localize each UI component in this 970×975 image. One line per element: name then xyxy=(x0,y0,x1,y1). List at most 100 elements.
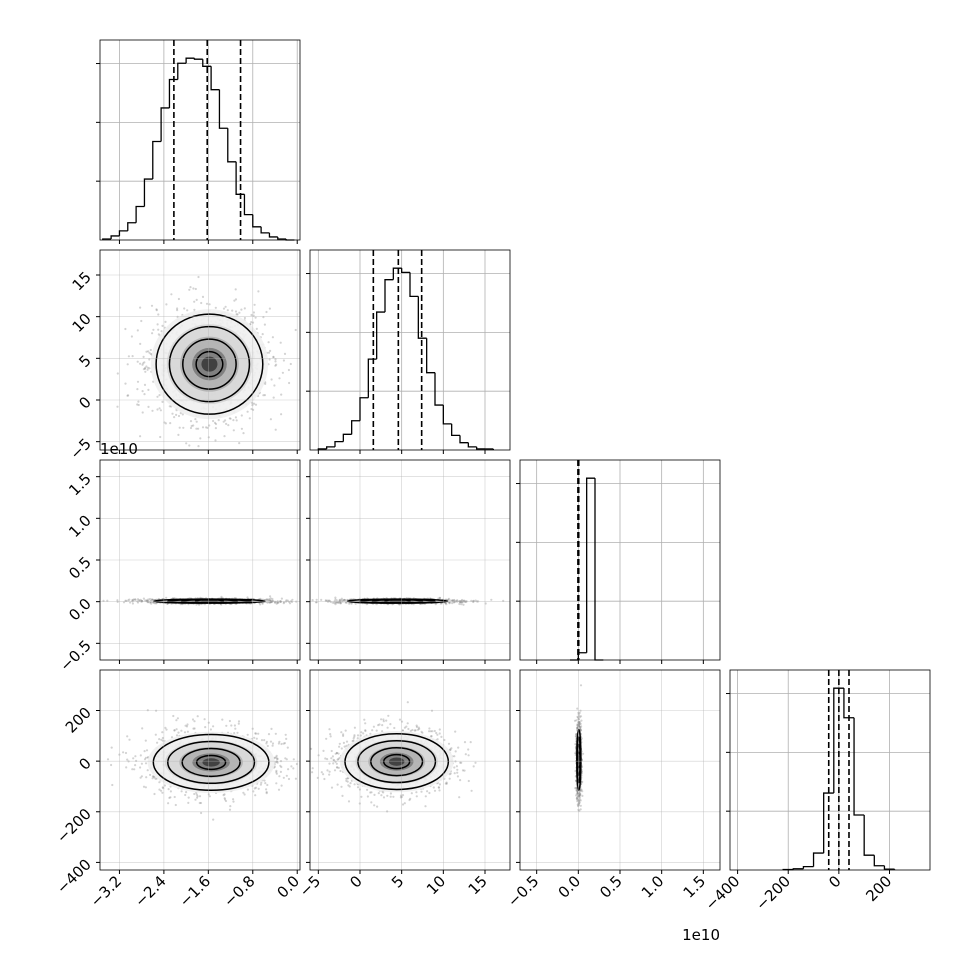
sample-point xyxy=(161,736,164,740)
sample-point xyxy=(147,350,150,353)
sample-point xyxy=(240,414,243,417)
sample-point xyxy=(144,599,147,602)
sample-point xyxy=(458,600,461,603)
sample-point xyxy=(116,405,119,408)
sample-point xyxy=(447,597,451,600)
sample-point xyxy=(270,378,273,381)
sample-point xyxy=(147,405,150,408)
sample-point xyxy=(197,427,200,430)
sample-point xyxy=(144,786,147,789)
sample-point xyxy=(461,598,464,602)
sample-point xyxy=(177,433,180,436)
sample-point xyxy=(160,789,163,792)
sample-point xyxy=(136,360,139,363)
sample-point xyxy=(234,298,238,301)
sample-point xyxy=(106,599,109,602)
sample-point xyxy=(328,599,331,602)
sample-point xyxy=(340,597,343,600)
sample-point xyxy=(444,602,447,605)
sample-point xyxy=(124,599,127,602)
sample-point xyxy=(250,407,253,411)
sample-point xyxy=(233,732,236,735)
sample-point xyxy=(127,394,130,397)
sample-point xyxy=(194,798,197,801)
sample-point xyxy=(243,316,246,320)
sample-point xyxy=(179,412,182,415)
sample-point xyxy=(348,602,351,605)
sample-point xyxy=(165,303,168,306)
sample-point xyxy=(445,603,448,606)
sample-point xyxy=(173,416,176,419)
sample-point xyxy=(273,384,276,387)
sample-point xyxy=(172,714,175,718)
sample-point xyxy=(226,309,229,312)
sample-point xyxy=(265,788,268,791)
sample-point xyxy=(253,787,256,790)
sample-point xyxy=(225,422,228,425)
sample-point xyxy=(250,321,253,324)
contour-line xyxy=(168,325,251,403)
sample-point xyxy=(225,724,228,727)
sample-point xyxy=(146,366,150,369)
sample-point xyxy=(174,803,177,807)
sample-point xyxy=(257,732,260,735)
sample-point xyxy=(248,417,251,420)
sample-point xyxy=(144,370,147,373)
sample-point xyxy=(276,761,279,764)
sample-point xyxy=(235,419,238,422)
sample-point xyxy=(134,598,137,601)
sample-point xyxy=(267,341,270,344)
sample-point xyxy=(263,779,266,782)
sample-point xyxy=(200,301,203,305)
sample-point xyxy=(280,597,283,600)
sample-point xyxy=(339,602,342,605)
sample-point xyxy=(184,724,187,727)
sample-point xyxy=(264,782,267,785)
sample-point xyxy=(354,602,357,605)
sample-point xyxy=(194,287,197,291)
sample-point xyxy=(282,776,285,779)
sample-point xyxy=(285,599,288,602)
sample-point xyxy=(251,404,254,407)
sample-point xyxy=(192,424,195,427)
contour-line xyxy=(195,350,224,378)
sample-point xyxy=(229,417,232,420)
sample-point xyxy=(145,599,148,602)
sample-point xyxy=(148,358,151,361)
sample-point xyxy=(150,598,153,601)
sample-point xyxy=(134,764,137,767)
sample-point xyxy=(140,762,143,765)
sample-point xyxy=(189,286,192,289)
sample-point xyxy=(116,372,119,375)
sample-point xyxy=(271,742,275,745)
sample-point xyxy=(331,601,334,604)
sample-point xyxy=(145,365,148,368)
sample-point xyxy=(169,790,172,793)
sample-point xyxy=(460,603,463,606)
sample-point xyxy=(254,403,258,406)
sample-point xyxy=(139,766,142,769)
sample-point xyxy=(302,602,304,604)
sample-point xyxy=(338,599,341,602)
sample-point xyxy=(175,719,178,722)
sample-point xyxy=(140,775,143,778)
sample-point xyxy=(280,742,283,746)
sample-point xyxy=(287,768,290,771)
sample-point xyxy=(165,728,168,731)
sample-point xyxy=(194,418,197,421)
sample-point xyxy=(186,309,189,312)
sample-point xyxy=(157,597,160,601)
sample-point xyxy=(157,333,160,336)
sample-point xyxy=(207,436,210,439)
sample-point xyxy=(269,418,272,421)
sample-point xyxy=(193,308,196,311)
sample-point xyxy=(311,599,314,602)
sample-point xyxy=(136,388,139,391)
sample-point xyxy=(201,295,205,298)
sample-point xyxy=(243,307,246,310)
density-level xyxy=(201,356,218,372)
sample-point xyxy=(131,598,134,602)
sample-point xyxy=(434,603,437,606)
sample-point xyxy=(170,293,173,296)
sample-point xyxy=(208,424,211,427)
